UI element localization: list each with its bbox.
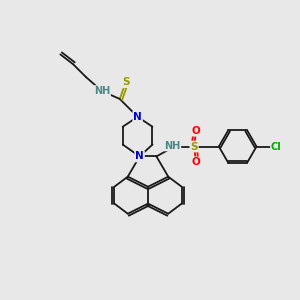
Text: NH: NH bbox=[94, 86, 110, 96]
Text: O: O bbox=[192, 158, 200, 167]
Text: N: N bbox=[133, 112, 142, 122]
Text: S: S bbox=[122, 77, 130, 87]
Text: Cl: Cl bbox=[271, 142, 282, 152]
Text: S: S bbox=[190, 142, 198, 152]
Text: N: N bbox=[135, 152, 144, 161]
Text: NH: NH bbox=[164, 140, 180, 151]
Text: O: O bbox=[192, 126, 200, 136]
